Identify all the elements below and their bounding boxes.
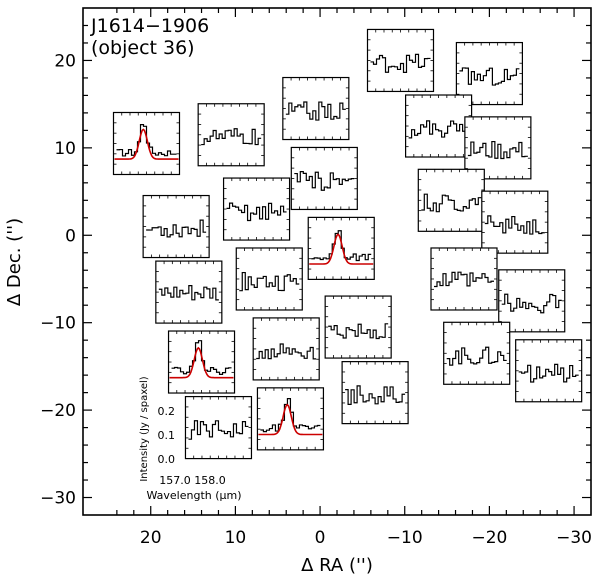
spaxel-panel (443, 321, 511, 385)
spaxel-panel (112, 111, 181, 176)
inset-x-axis-label: Wavelength (μm) (146, 489, 241, 502)
spaxel-panel (430, 247, 498, 311)
spaxel-line-fit (258, 403, 323, 436)
spaxel-spectrum (518, 363, 579, 383)
spaxel-frame (443, 321, 511, 385)
spaxel-panel (222, 177, 291, 241)
spaxel-spectrum (446, 346, 507, 366)
spaxel-spectrum (146, 219, 207, 238)
spaxel-frame (405, 94, 473, 158)
spaxel-spectrum (256, 343, 317, 360)
spaxel-line-fit (169, 346, 234, 379)
spaxel-panel (341, 361, 409, 425)
inset-y-axis-label: Intensity (Jy / spaxel) (139, 376, 150, 481)
spaxel-panel (307, 216, 375, 280)
spaxel-panel (481, 190, 549, 254)
spaxel-spectrum (285, 101, 346, 121)
spaxel-panel (184, 395, 253, 460)
spaxel-panel (142, 194, 210, 259)
spaxel-frame (430, 247, 498, 311)
inset-y-tick-label: 0.2 (158, 405, 176, 418)
spaxel-panel (167, 330, 236, 394)
chart-title: J1614−1906 (90, 15, 209, 37)
y-tick-label: 0 (65, 226, 76, 246)
spaxel-grid (112, 28, 583, 460)
spaxel-panel (366, 28, 435, 93)
y-tick-label: −10 (40, 314, 76, 334)
spaxel-spectrum (158, 285, 219, 301)
axis-ticks: 20 10 0 −10 −20 −30 20 10 0 −10 −20 −30 (40, 8, 592, 548)
spaxel-spectrum (345, 385, 406, 405)
spaxel-panel (256, 387, 325, 451)
inset-x-tick-label: 158.0 (194, 474, 226, 487)
spaxel-spectrum (260, 398, 321, 433)
spaxel-panel (498, 269, 566, 333)
inset-axis-labels: Intensity (Jy / spaxel) 0.2 0.1 0.0 157.… (139, 376, 242, 502)
spaxel-panel (235, 247, 303, 311)
x-tick-label: −20 (471, 528, 507, 548)
x-tick-label: −30 (556, 528, 592, 548)
inset-x-tick-label: 157.0 (159, 474, 191, 487)
x-tick-label: 10 (225, 528, 247, 548)
spaxel-frame (341, 361, 409, 425)
spaxel-spectrum (294, 171, 355, 191)
spaxel-panel (324, 295, 392, 359)
x-tick-label: 20 (140, 528, 162, 548)
spaxel-panel (417, 168, 485, 232)
spaxel-panel (155, 260, 223, 324)
spaxel-spectrum (421, 193, 482, 213)
y-tick-label: −20 (40, 401, 76, 421)
spaxel-spectrum (370, 53, 431, 73)
spaxel-line-fit (309, 233, 374, 265)
spaxel-spectrum (408, 120, 469, 139)
spaxel-panel (282, 76, 350, 141)
spaxel-spectrum (188, 420, 249, 440)
spaxel-spectrum (201, 128, 262, 146)
spaxel-frame (256, 387, 325, 451)
spaxel-spectrum (328, 323, 389, 340)
spaxel-panel (197, 103, 265, 167)
spaxel-spectrum (484, 215, 545, 235)
inset-y-tick-label: 0.0 (158, 453, 176, 466)
spaxel-panel (464, 116, 532, 180)
spaxel-panel (290, 146, 358, 211)
x-axis-label: Δ RA ('') (301, 555, 373, 576)
spaxel-panel (252, 317, 320, 381)
spaxel-spectrum (171, 340, 232, 375)
spaxel-panel (455, 41, 523, 106)
spaxel-panel (405, 94, 473, 158)
spaxel-frame (498, 269, 566, 333)
spaxel-spectrum (226, 202, 287, 222)
spaxel-spectrum (501, 293, 562, 314)
inset-y-tick-label: 0.1 (158, 429, 176, 442)
chart-subtitle: (object 36) (91, 37, 195, 59)
y-tick-label: 10 (54, 139, 76, 159)
spaxel-spectrum (434, 271, 494, 288)
x-tick-label: 0 (315, 528, 326, 548)
spaxel-frame (282, 76, 350, 141)
spaxel-spectrum (239, 271, 300, 292)
y-tick-label: −30 (40, 489, 76, 509)
spaxel-frame (455, 41, 523, 106)
spaxel-frame (290, 146, 358, 211)
spaxel-frame (235, 247, 303, 311)
y-tick-label: 20 (54, 51, 76, 71)
x-tick-label: −10 (387, 528, 423, 548)
spaxel-spectrum (467, 140, 528, 160)
spaxel-line-fit (114, 128, 179, 160)
spaxel-spectrum (459, 67, 520, 86)
spaxel-frame (366, 28, 435, 93)
y-axis-label: Δ Dec. ('') (4, 218, 25, 306)
spaxel-panel (515, 339, 583, 403)
